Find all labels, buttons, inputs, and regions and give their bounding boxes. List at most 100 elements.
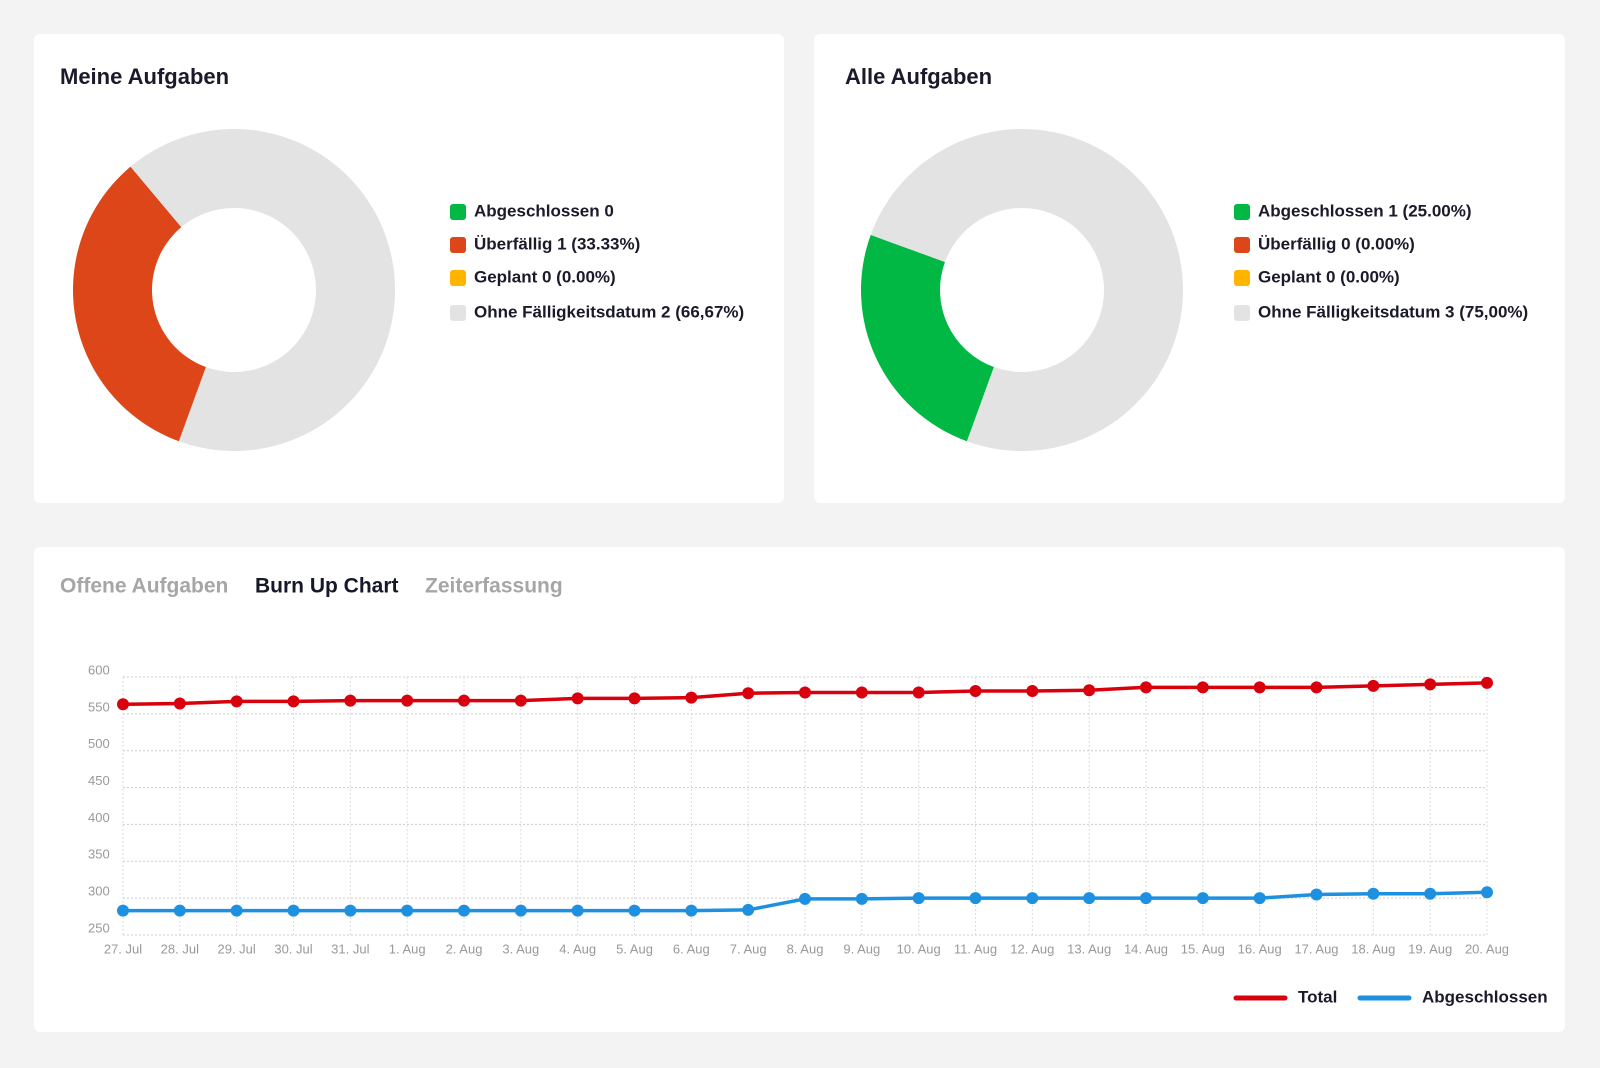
slice — [870, 129, 1184, 452]
x-tick-label: 27. Jul — [104, 941, 142, 956]
x-tick-label: 30. Jul — [274, 941, 312, 956]
y-tick-label: 250 — [88, 920, 110, 935]
x-tick-label: 29. Jul — [218, 941, 256, 956]
y-tick-label: 350 — [88, 847, 110, 862]
legend-label: Geplant 0 (0.00%) — [474, 267, 616, 286]
point — [969, 892, 982, 905]
y-tick-label: 550 — [88, 699, 110, 714]
point — [514, 904, 527, 917]
x-tick-label: 8. Aug — [787, 941, 824, 956]
point — [799, 892, 811, 905]
tab[interactable]: Burn Up Chart — [255, 575, 399, 598]
legend-label: Geplant 0 (0.00%) — [1258, 267, 1400, 286]
x-tick-label: 15. Aug — [1181, 941, 1225, 956]
point — [1481, 886, 1493, 899]
x-tick-label: 1. Aug — [389, 941, 426, 956]
point — [1367, 887, 1380, 900]
point — [1253, 681, 1266, 694]
y-tick-label: 400 — [88, 810, 110, 825]
x-tick-label: 16. Aug — [1238, 941, 1282, 956]
point — [287, 904, 300, 917]
point — [628, 692, 641, 705]
point — [1026, 892, 1039, 905]
legend-swatch — [450, 204, 466, 220]
point — [685, 904, 698, 917]
x-tick-label: 5. Aug — [616, 941, 653, 956]
x-tick-label: 9. Aug — [843, 941, 880, 956]
point — [571, 904, 584, 917]
point — [1083, 892, 1096, 905]
point — [912, 892, 925, 905]
point — [117, 904, 129, 917]
legend-label: Abgeschlossen 1 (25.00%) — [1258, 201, 1472, 220]
point — [742, 687, 755, 700]
point — [1140, 892, 1152, 905]
point — [685, 691, 698, 704]
point — [458, 904, 470, 917]
point — [173, 697, 186, 710]
point — [1367, 679, 1380, 692]
point — [855, 892, 868, 905]
y-tick-label: 450 — [88, 773, 110, 788]
point — [1083, 684, 1096, 697]
x-tick-label: 3. Aug — [502, 941, 539, 956]
point — [344, 694, 357, 707]
point — [1196, 892, 1209, 905]
legend-label: Total — [1298, 987, 1337, 1006]
point — [1026, 685, 1039, 698]
point — [1424, 887, 1437, 900]
legend-label: Abgeschlossen 0 — [474, 201, 614, 220]
x-tick-label: 14. Aug — [1124, 941, 1168, 956]
point — [855, 686, 868, 699]
point — [458, 694, 470, 707]
point — [1481, 676, 1493, 689]
slice — [860, 234, 994, 442]
point — [1140, 681, 1152, 694]
point — [1253, 892, 1266, 905]
x-tick-label: 28. Jul — [161, 941, 199, 956]
legend-swatch — [450, 237, 466, 253]
legend-swatch — [450, 270, 466, 286]
legend-label: Überfällig 0 (0.00%) — [1258, 234, 1415, 253]
legend-label: Ohne Fälligkeitsdatum 3 (75,00%) — [1258, 302, 1528, 321]
point — [1424, 678, 1437, 691]
x-tick-label: 7. Aug — [730, 941, 767, 956]
x-tick-label: 4. Aug — [559, 941, 596, 956]
legend-swatch — [1234, 237, 1250, 253]
legend-swatch — [450, 305, 466, 321]
point — [969, 685, 982, 698]
x-tick-label: 19. Aug — [1408, 941, 1452, 956]
point — [117, 698, 129, 711]
point — [628, 904, 641, 917]
slice — [130, 129, 395, 451]
point — [287, 695, 300, 708]
card-title: Meine Aufgaben — [60, 64, 229, 89]
point — [799, 686, 811, 699]
x-tick-label: 17. Aug — [1294, 941, 1338, 956]
x-tick-label: 31. Jul — [331, 941, 369, 956]
tab[interactable]: Offene Aufgaben — [60, 575, 228, 598]
point — [514, 694, 527, 707]
point — [230, 695, 243, 708]
point — [230, 904, 243, 917]
card — [34, 547, 1565, 1032]
card-title: Alle Aufgaben — [845, 64, 992, 89]
point — [344, 904, 357, 917]
point — [912, 686, 925, 699]
y-tick-label: 600 — [88, 662, 110, 677]
tab[interactable]: Zeiterfassung — [425, 575, 563, 598]
legend-swatch — [1234, 305, 1250, 321]
point — [1310, 681, 1323, 694]
point — [571, 692, 584, 705]
x-tick-label: 20. Aug — [1465, 941, 1509, 956]
x-tick-label: 13. Aug — [1067, 941, 1111, 956]
x-tick-label: 6. Aug — [673, 941, 710, 956]
legend-label: Abgeschlossen — [1422, 987, 1548, 1006]
point — [742, 903, 755, 916]
point — [173, 904, 186, 917]
legend-swatch — [1234, 204, 1250, 220]
slice — [72, 166, 206, 442]
point — [1310, 888, 1323, 901]
point — [401, 694, 414, 707]
